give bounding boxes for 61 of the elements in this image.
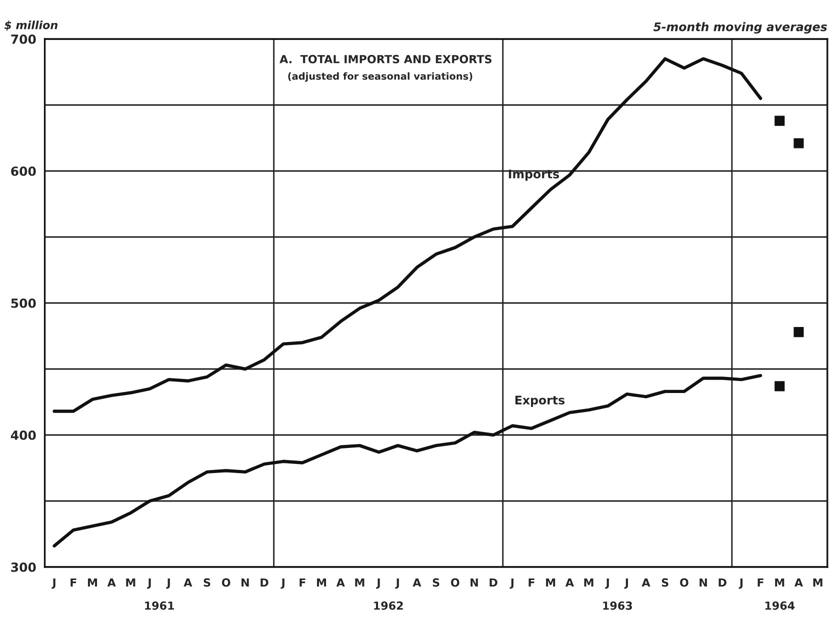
y-tick-label: 400 bbox=[10, 430, 36, 440]
y-tick-label: 700 bbox=[11, 34, 36, 44]
text: 1964 bbox=[765, 601, 795, 610]
point bbox=[774, 116, 785, 126]
series-label: Imports bbox=[508, 170, 560, 181]
x-tick-label: S bbox=[204, 578, 210, 587]
x-tick-label: M bbox=[317, 578, 326, 587]
x-tick-label: J bbox=[166, 578, 170, 589]
x-tick-label: N bbox=[242, 578, 249, 587]
y-tick-label: 600 bbox=[11, 166, 36, 176]
point bbox=[794, 327, 804, 338]
y-axis-title: $ million bbox=[4, 20, 58, 31]
y-tick-label: 500 bbox=[11, 298, 36, 308]
x-tick-label: M bbox=[775, 578, 784, 587]
x-tick-label: J bbox=[376, 578, 380, 589]
x-tick-label: J bbox=[738, 578, 742, 589]
x-tick-label: O bbox=[450, 578, 460, 587]
x-tick-label: F bbox=[528, 578, 534, 587]
x-tick-label: O bbox=[222, 578, 230, 587]
text: A. TOTAL IMPORTS AND EXPORTS bbox=[280, 54, 492, 64]
x-tick-label: J bbox=[510, 578, 514, 589]
text: 1961 bbox=[145, 601, 174, 610]
x-tick-label: A bbox=[642, 578, 650, 587]
text: 1963 bbox=[603, 601, 632, 610]
text: 1962 bbox=[374, 601, 403, 610]
x-tick-label: J bbox=[624, 578, 628, 589]
x-tick-label: N bbox=[470, 578, 478, 587]
x-tick-label: S bbox=[662, 578, 668, 587]
x-tick-label: F bbox=[70, 578, 76, 587]
x-tick-label: J bbox=[605, 578, 609, 589]
x-tick-label: A bbox=[336, 578, 345, 587]
x-tick-label: D bbox=[490, 578, 498, 587]
text: (adjusted for seasonal variations) bbox=[288, 72, 472, 82]
x-tick-label: D bbox=[718, 578, 726, 587]
x-tick-label: N bbox=[700, 578, 707, 587]
x-tick-label: F bbox=[300, 578, 306, 587]
x-tick-label: A bbox=[184, 578, 192, 587]
x-tick-label: F bbox=[758, 578, 764, 587]
x-tick-label: A bbox=[794, 578, 803, 587]
x-tick-label: J bbox=[147, 578, 151, 589]
x-tick-label: J bbox=[395, 578, 399, 589]
x-tick-label: J bbox=[52, 578, 56, 589]
x-tick-label: S bbox=[432, 578, 440, 587]
y-tick-label: 300 bbox=[11, 562, 36, 572]
x-tick-label: M bbox=[813, 578, 822, 587]
x-tick-label: A bbox=[107, 578, 116, 587]
x-tick-label: D bbox=[260, 578, 268, 587]
x-tick-label: M bbox=[126, 578, 136, 587]
x-tick-label: J bbox=[280, 578, 284, 589]
line-series bbox=[52, 374, 762, 548]
point bbox=[794, 138, 804, 148]
series-label: Exports bbox=[515, 396, 565, 407]
x-tick-label: O bbox=[680, 578, 688, 587]
x-tick-label: A bbox=[412, 578, 422, 587]
x-tick-label: M bbox=[546, 578, 556, 587]
x-tick-label: M bbox=[584, 578, 594, 587]
x-tick-label: A bbox=[565, 578, 574, 587]
text: 5-month moving averages bbox=[653, 22, 827, 34]
point bbox=[774, 381, 785, 392]
x-tick-label: M bbox=[355, 578, 364, 587]
x-tick-label: M bbox=[88, 578, 97, 587]
